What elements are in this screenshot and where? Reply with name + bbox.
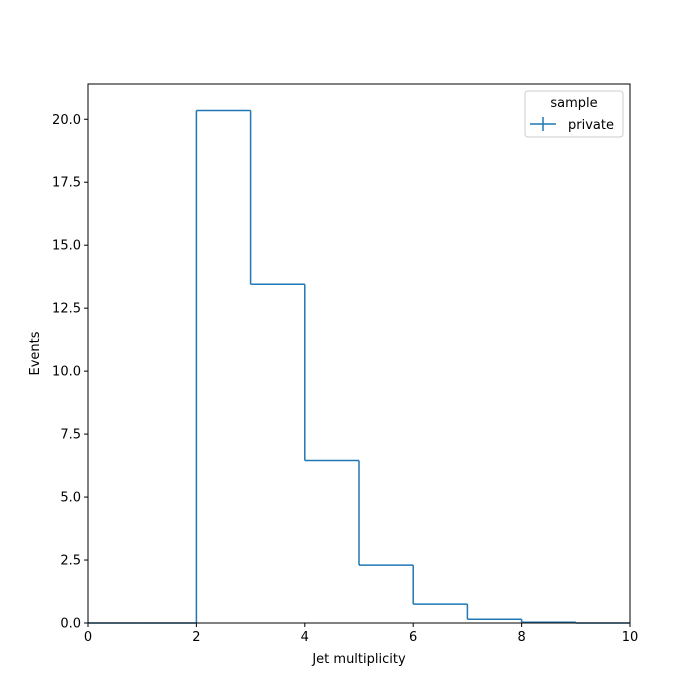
x-tick-label: 0 bbox=[84, 630, 92, 645]
x-tick-label: 8 bbox=[517, 630, 525, 645]
x-axis: 0 2 4 6 8 10 bbox=[84, 623, 638, 645]
legend-entries: private bbox=[530, 117, 614, 133]
y-tick-label: 5.0 bbox=[60, 491, 81, 506]
y-axis: 0.0 2.5 5.0 7.5 10.0 12.5 15.0 17.5 20.0 bbox=[52, 113, 88, 632]
x-tick-label: 4 bbox=[301, 630, 309, 645]
y-tick-label: 17.5 bbox=[52, 176, 81, 191]
y-tick-label: 0.0 bbox=[60, 617, 81, 632]
x-tick-label: 6 bbox=[409, 630, 417, 645]
y-tick-label: 2.5 bbox=[60, 554, 81, 569]
plot-frame bbox=[87, 83, 631, 624]
y-tick-label: 10.0 bbox=[52, 365, 81, 380]
legend-box bbox=[524, 90, 624, 138]
legend-title: sample bbox=[550, 96, 597, 111]
y-tick-label: 20.0 bbox=[52, 113, 81, 128]
x-tick-label: 10 bbox=[622, 630, 639, 645]
legend: sample private bbox=[524, 90, 624, 138]
y-tick-label: 15.0 bbox=[52, 239, 81, 254]
y-tick-label: 7.5 bbox=[60, 428, 81, 443]
y-tick-label: 12.5 bbox=[52, 302, 81, 317]
y-axis-label: Events bbox=[28, 331, 43, 375]
x-axis-label: Jet multiplicity bbox=[311, 652, 406, 667]
x-tick-label: 2 bbox=[192, 630, 200, 645]
legend-entry-label: private bbox=[568, 118, 614, 133]
